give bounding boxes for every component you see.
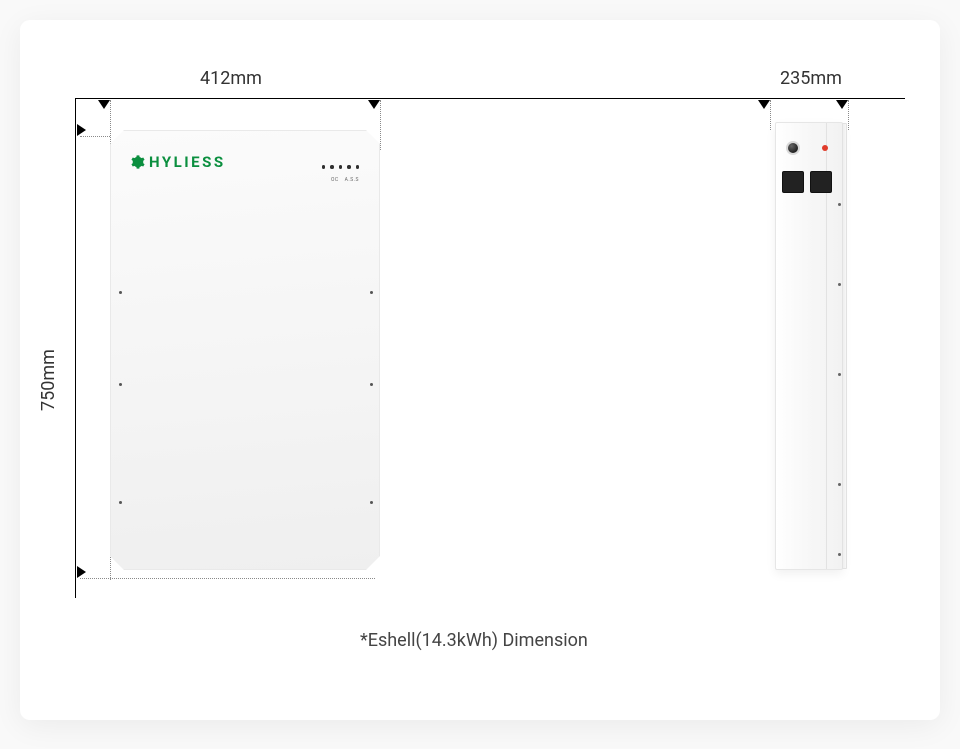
gear-icon: [129, 154, 145, 170]
product-side-view: [775, 122, 843, 570]
connector-block: [782, 171, 832, 193]
status-led-icon: [330, 165, 334, 169]
dim-height: 750mm: [38, 349, 59, 411]
guide-line: [848, 100, 849, 130]
brand-logo: HYLIESS: [129, 153, 226, 171]
status-led-icon: [322, 165, 326, 169]
screw-icon: [370, 291, 373, 294]
guide-line: [80, 578, 375, 579]
status-led-icon: [356, 165, 360, 169]
guide-line: [770, 100, 771, 130]
mount-bracket: [842, 123, 847, 569]
status-led-icon: [347, 165, 351, 169]
dimension-arrow-right-icon: [77, 124, 86, 136]
port-label: A.S.S: [345, 177, 359, 183]
power-indicator-icon: [822, 145, 828, 151]
screw-icon: [838, 483, 841, 486]
figure-caption: *Eshell(14.3kWh) Dimension: [360, 630, 588, 651]
screw-icon: [838, 283, 841, 286]
dimension-arrow-down-icon: [98, 100, 110, 109]
status-led-row: [322, 165, 360, 169]
brand-name: HYLIESS: [149, 153, 226, 171]
rotary-knob-icon: [786, 141, 800, 155]
screw-icon: [838, 553, 841, 556]
dim-width-front: 412mm: [200, 68, 262, 89]
screw-icon: [119, 291, 122, 294]
product-front-view: HYLIESS OC A.S.S: [110, 130, 380, 570]
guide-line: [80, 136, 110, 137]
connector-port: [810, 171, 832, 193]
port-label: OC: [331, 177, 339, 183]
dimension-arrow-right-icon: [77, 566, 86, 578]
diagram-card: 412mm 235mm 750mm HYLIESS OC A.S.S: [20, 20, 940, 720]
screw-icon: [838, 203, 841, 206]
screw-icon: [838, 373, 841, 376]
dimension-arrow-down-icon: [758, 100, 770, 109]
screw-icon: [119, 501, 122, 504]
guide-line: [380, 100, 381, 150]
status-led-icon: [339, 165, 343, 169]
side-top-panel: [782, 131, 832, 165]
port-labels: OC A.S.S: [331, 177, 359, 183]
dimension-arrow-down-icon: [836, 100, 848, 109]
diagram-stage: 412mm 235mm 750mm HYLIESS OC A.S.S: [20, 20, 940, 720]
screw-icon: [370, 383, 373, 386]
dimension-arrow-down-icon: [368, 100, 380, 109]
dim-width-side: 235mm: [780, 68, 842, 89]
connector-port: [782, 171, 804, 193]
axis-vertical: [75, 98, 76, 598]
axis-horizontal: [75, 98, 905, 99]
screw-icon: [119, 383, 122, 386]
screw-icon: [370, 501, 373, 504]
